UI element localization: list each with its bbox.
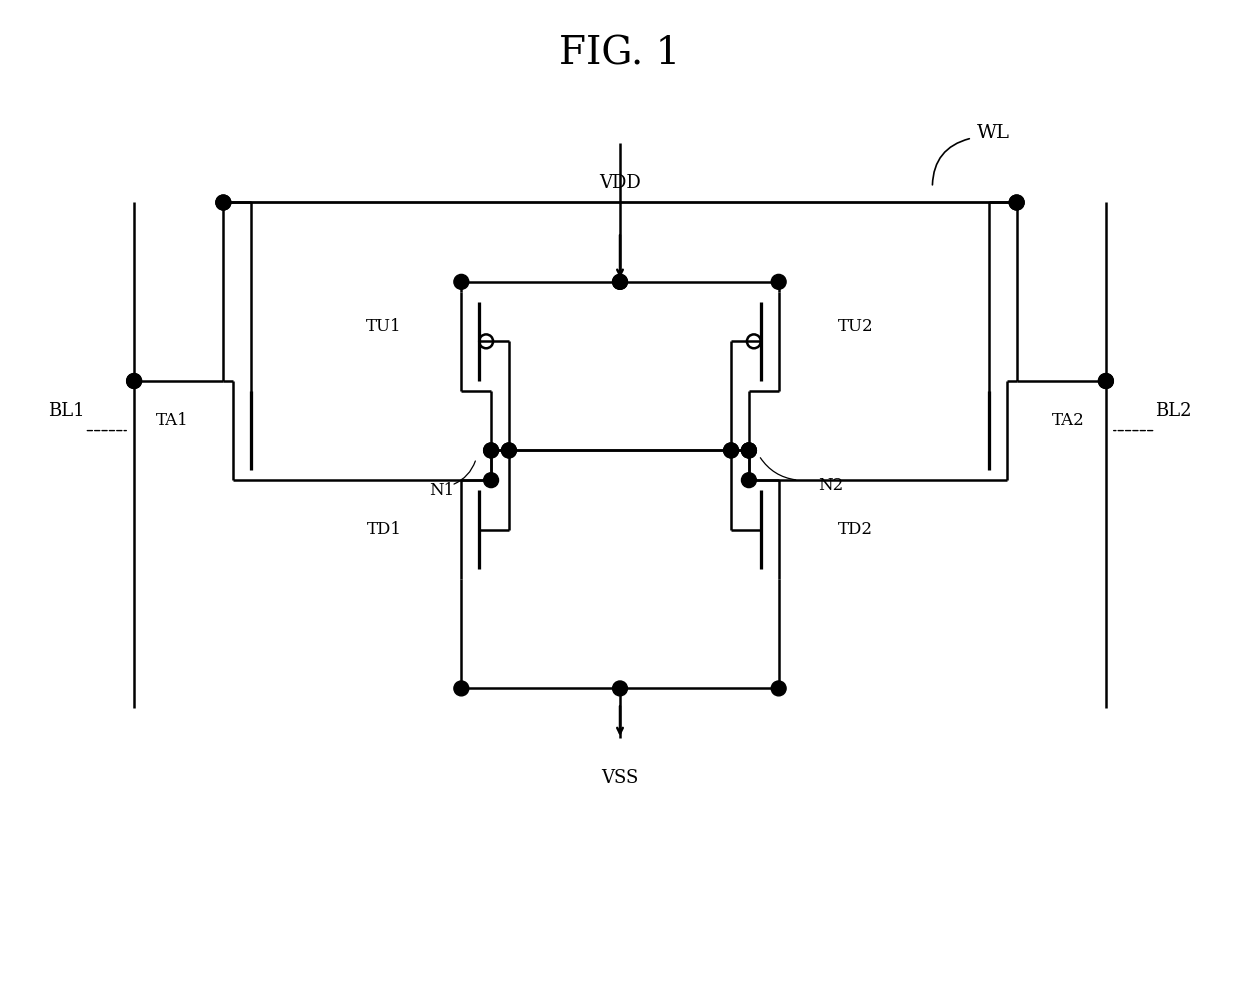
- Text: WL: WL: [977, 124, 1011, 142]
- Circle shape: [1099, 374, 1114, 388]
- Text: TA2: TA2: [1052, 412, 1084, 429]
- Text: N1: N1: [429, 482, 454, 499]
- Circle shape: [742, 443, 756, 458]
- Circle shape: [771, 681, 786, 696]
- Text: BL1: BL1: [48, 402, 84, 420]
- Circle shape: [742, 473, 756, 488]
- Text: BL2: BL2: [1156, 402, 1192, 420]
- Circle shape: [742, 443, 756, 458]
- Circle shape: [126, 374, 141, 388]
- Circle shape: [1009, 195, 1024, 210]
- Circle shape: [613, 681, 627, 696]
- Text: TU2: TU2: [838, 318, 874, 335]
- Circle shape: [454, 681, 469, 696]
- Circle shape: [771, 274, 786, 289]
- Circle shape: [484, 443, 498, 458]
- Circle shape: [1099, 374, 1114, 388]
- Circle shape: [724, 443, 739, 458]
- Circle shape: [501, 443, 516, 458]
- Text: FIG. 1: FIG. 1: [559, 35, 681, 72]
- Text: TD1: TD1: [367, 521, 402, 538]
- Circle shape: [484, 473, 498, 488]
- Text: N2: N2: [818, 477, 843, 494]
- Circle shape: [742, 443, 756, 458]
- Text: VSS: VSS: [601, 769, 639, 787]
- Circle shape: [216, 195, 231, 210]
- Circle shape: [613, 274, 627, 289]
- Circle shape: [126, 374, 141, 388]
- Circle shape: [724, 443, 739, 458]
- Text: TD2: TD2: [838, 521, 873, 538]
- Text: VDD: VDD: [599, 174, 641, 192]
- Circle shape: [501, 443, 516, 458]
- Circle shape: [484, 443, 498, 458]
- Text: TA1: TA1: [156, 412, 188, 429]
- Text: TU1: TU1: [366, 318, 402, 335]
- Circle shape: [613, 274, 627, 289]
- Circle shape: [1009, 195, 1024, 210]
- Circle shape: [216, 195, 231, 210]
- Circle shape: [454, 274, 469, 289]
